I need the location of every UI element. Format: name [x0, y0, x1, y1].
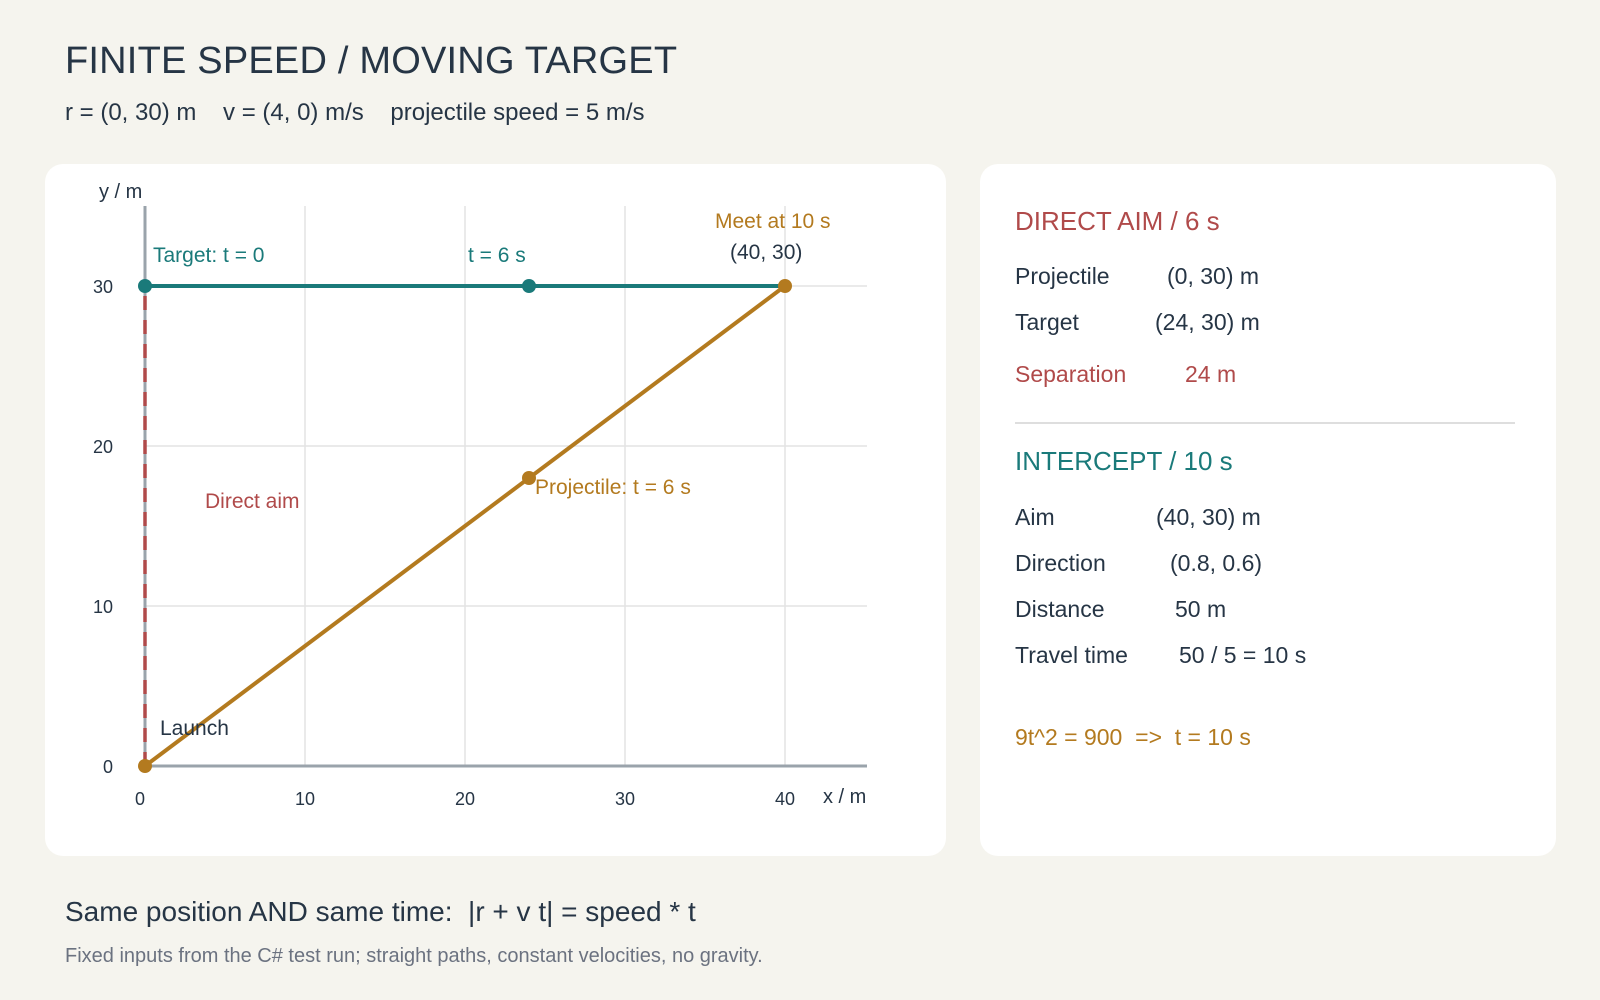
- intercept-row-label: Aim: [1015, 504, 1055, 530]
- direct-aim-row-value: (0, 30) m: [1167, 263, 1260, 289]
- y-tick-label: 10: [93, 597, 113, 617]
- page-title: FINITE SPEED / MOVING TARGET: [65, 40, 678, 82]
- meet-coords-label: (40, 30): [730, 241, 802, 264]
- intercept-row-value: 50 m: [1175, 596, 1227, 622]
- target-start-point: [138, 279, 152, 293]
- y-tick-label: 0: [103, 757, 113, 777]
- projectile-6s-point: [522, 471, 536, 485]
- intercept-row-label: Distance: [1015, 596, 1105, 622]
- intercept-path-line: [143, 284, 787, 768]
- launch-point: [138, 759, 152, 773]
- projectile-t6-label: Projectile: t = 6 s: [535, 476, 691, 499]
- direct-aim-row-label: Target: [1015, 309, 1079, 335]
- page-subtitle: r = (0, 30) m v = (4, 0) m/s projectile …: [65, 99, 645, 126]
- intercept-row-label: Travel time: [1015, 642, 1128, 668]
- direct-aim-heading: DIRECT AIM / 6 s: [1015, 206, 1220, 236]
- info-card: DIRECT AIM / 6 s Projectile (0, 30) m Ta…: [980, 164, 1556, 856]
- launch-label: Launch: [160, 717, 229, 740]
- target-t6-label: t = 6 s: [468, 244, 526, 267]
- x-axis-label: x / m: [823, 786, 866, 808]
- x-tick-label: 30: [615, 789, 635, 809]
- direct-aim-label: Direct aim: [205, 490, 300, 513]
- target-t0-label: Target: t = 0: [153, 244, 264, 267]
- footer-equation: Same position AND same time: |r + v t| =…: [65, 896, 696, 927]
- trajectory-plot: 0 10 20 30 40 0 10 20 30 x / m y / m Target: t = 0 t…: [93, 181, 867, 809]
- section-divider: [1015, 422, 1515, 424]
- direct-aim-row-value: (24, 30) m: [1155, 309, 1260, 335]
- meet-point: [778, 279, 792, 293]
- intercept-row-value: (40, 30) m: [1156, 504, 1261, 530]
- y-axis-label: y / m: [99, 181, 142, 203]
- x-tick-label: 20: [455, 789, 475, 809]
- footer-note: Fixed inputs from the C# test run; strai…: [65, 945, 763, 967]
- separation-label: Separation: [1015, 361, 1127, 387]
- x-tick-label: 10: [295, 789, 315, 809]
- target-6s-point: [522, 279, 536, 293]
- y-tick-label: 30: [93, 277, 113, 297]
- y-tick-label: 20: [93, 437, 113, 457]
- intercept-row-value: 50 / 5 = 10 s: [1179, 642, 1307, 668]
- meet-label: Meet at 10 s: [715, 210, 831, 233]
- intercept-equation: 9t^2 = 900 => t = 10 s: [1015, 724, 1251, 750]
- x-tick-label: 0: [135, 789, 145, 809]
- intercept-row-label: Direction: [1015, 550, 1106, 576]
- intercept-row-value: (0.8, 0.6): [1170, 550, 1263, 576]
- plot-card: 0 10 20 30 40 0 10 20 30 x / m y / m Target: t = 0 t…: [45, 164, 946, 856]
- separation-value: 24 m: [1185, 361, 1237, 387]
- x-tick-label: 40: [775, 789, 795, 809]
- intercept-heading: INTERCEPT / 10 s: [1015, 446, 1233, 476]
- direct-aim-row-label: Projectile: [1015, 263, 1110, 289]
